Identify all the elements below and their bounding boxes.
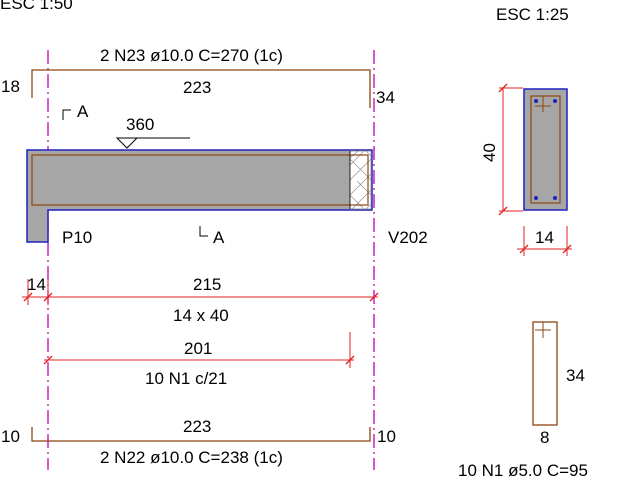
scale-label-left: ESC 1:50 <box>0 0 73 13</box>
bottom-bar-length: 223 <box>183 417 211 436</box>
bottom-bar-shape <box>31 427 371 442</box>
stirrup-detail-height: 34 <box>566 366 585 385</box>
elevation-triangle <box>115 137 139 149</box>
section-marker-top <box>62 109 71 120</box>
elevation-label: 360 <box>126 115 154 134</box>
stirrup-detail-width: 8 <box>540 428 549 447</box>
section-marker-top-label: A <box>77 102 89 121</box>
section-marker-bottom-label: A <box>213 228 225 247</box>
dim-span: 215 <box>193 275 221 294</box>
section-rebar-4 <box>553 196 557 200</box>
top-bar-right-hook: 34 <box>376 88 395 107</box>
stirrup-detail-hook <box>535 322 551 338</box>
bottom-bar-label: 2 N22 ø10.0 C=238 (1c) <box>100 448 283 467</box>
stirrup-detail-label: 10 N1 ø5.0 C=95 <box>458 461 588 480</box>
section-stirrup-hook <box>535 96 551 112</box>
top-bar-shape <box>31 69 371 108</box>
beam-rebar-cage <box>31 154 369 206</box>
section-width-marks <box>519 244 572 254</box>
section-stirrup <box>530 95 561 204</box>
top-bar-length: 223 <box>183 78 211 97</box>
section-rebar-1 <box>534 99 538 103</box>
stirrup-detail-shape <box>532 321 558 426</box>
section-marker-bottom <box>199 226 208 237</box>
top-bar-left-hook: 18 <box>1 77 20 96</box>
section-height-label: 40 <box>480 143 499 162</box>
section-rebar-3 <box>534 196 538 200</box>
section-width-label: 14 <box>535 228 554 247</box>
section-rebar-2 <box>553 99 557 103</box>
section-height-marks <box>498 83 508 216</box>
bottom-bar-left-hook: 10 <box>1 427 20 446</box>
dim-section-label: 14 x 40 <box>173 306 229 325</box>
support-right-label: V202 <box>388 228 428 247</box>
stirrup-dim-label: 10 N1 c/21 <box>145 369 227 388</box>
bottom-bar-right-hook: 10 <box>377 427 396 446</box>
dim-tick-marks <box>23 292 379 302</box>
top-bar-label: 2 N23 ø10.0 C=270 (1c) <box>100 46 283 65</box>
beam-concrete <box>26 149 373 243</box>
support-left-label: P10 <box>62 228 92 247</box>
stirrup-dim-length: 201 <box>184 339 212 358</box>
dim-left-support: 14 <box>27 275 46 294</box>
scale-label-right: ESC 1:25 <box>496 5 569 24</box>
stirrup-dim-marks <box>43 355 355 365</box>
